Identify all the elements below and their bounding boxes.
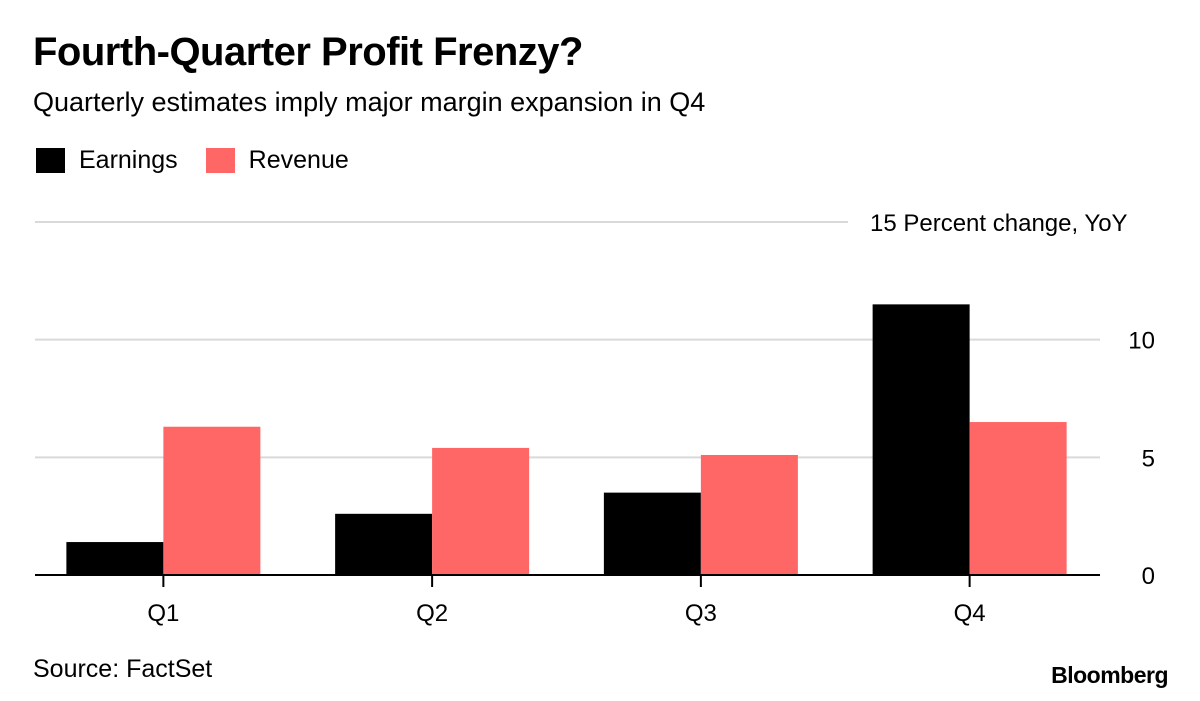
y-tick-label: 0 bbox=[1142, 563, 1155, 590]
bar-earnings-q1 bbox=[66, 542, 164, 575]
x-tick-label: Q1 bbox=[147, 600, 179, 627]
bloomberg-logo: Bloomberg bbox=[1051, 662, 1168, 688]
x-tick-label: Q2 bbox=[416, 600, 448, 627]
bar-chart: 0 5 10 15 Percent change, YoY Q1 Q2 Q3 Q4 bbox=[35, 210, 1155, 627]
bar-revenue-q1 bbox=[163, 426, 261, 575]
y-tick-label-with-axis-title: 15 Percent change, YoY bbox=[870, 210, 1128, 237]
bar-earnings-q4 bbox=[872, 304, 970, 575]
y-tick-label: 10 bbox=[1128, 328, 1155, 355]
x-tick-label: Q4 bbox=[954, 600, 986, 627]
legend: Earnings Revenue bbox=[36, 146, 377, 175]
bar-earnings-q2 bbox=[335, 513, 433, 575]
x-tick-label: Q3 bbox=[685, 600, 717, 627]
bar-revenue-q4 bbox=[969, 422, 1067, 575]
bar-revenue-q2 bbox=[432, 447, 530, 575]
chart-title: Fourth-Quarter Profit Frenzy? bbox=[33, 30, 583, 74]
chart-subtitle: Quarterly estimates imply major margin e… bbox=[33, 87, 706, 117]
legend-item-earnings: Earnings bbox=[36, 146, 178, 175]
bar-earnings-q3 bbox=[603, 492, 701, 575]
legend-swatch-revenue bbox=[205, 148, 235, 173]
legend-swatch-earnings bbox=[36, 148, 65, 173]
legend-label-earnings: Earnings bbox=[79, 146, 178, 174]
legend-item-revenue: Revenue bbox=[205, 146, 349, 175]
source-note: Source: FactSet bbox=[33, 655, 213, 683]
legend-label-revenue: Revenue bbox=[248, 146, 349, 174]
bar-revenue-q3 bbox=[700, 454, 798, 575]
y-tick-label: 5 bbox=[1142, 445, 1155, 472]
